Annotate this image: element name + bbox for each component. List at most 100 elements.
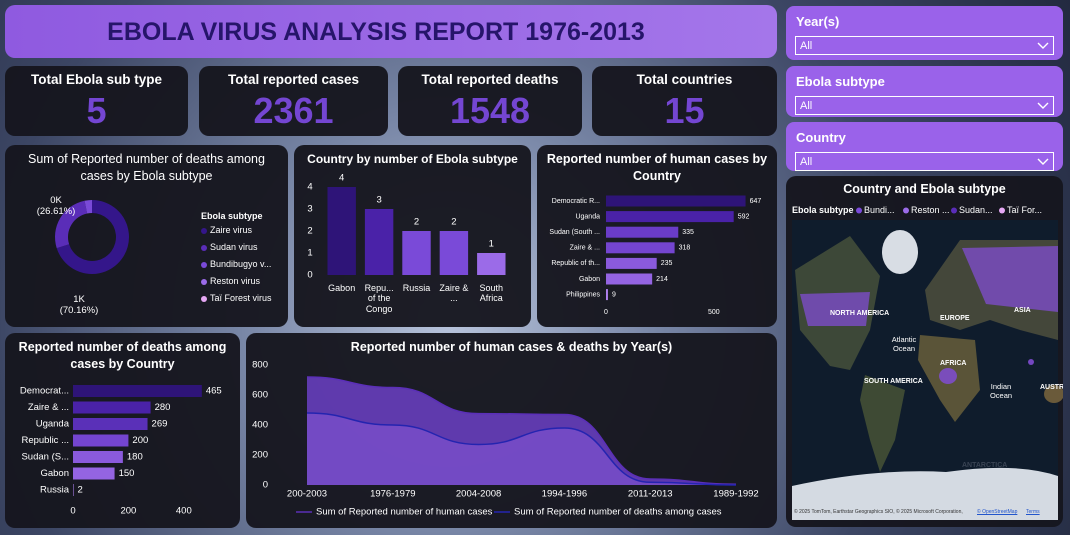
data-label: 465 bbox=[206, 386, 222, 397]
y-tick-label: 2 bbox=[307, 226, 312, 237]
bar bbox=[477, 253, 506, 275]
column-panel: 0 1 2 3 4 4 3 2 2 1 Country by number of Ebola sub… bbox=[294, 145, 531, 327]
chart-title: Country by number of Ebola subtype bbox=[307, 152, 518, 166]
area bbox=[307, 413, 736, 485]
report-title: EBOLA VIRUS ANALYSIS REPORT 1976-2013 bbox=[107, 18, 645, 46]
donut-slice bbox=[84, 200, 92, 214]
legend-label: Zaire virus bbox=[210, 225, 253, 235]
data-label: 2 bbox=[451, 217, 456, 228]
x-tick-label: 200 bbox=[120, 506, 136, 517]
dropdown[interactable]: All bbox=[795, 96, 1054, 115]
y-tick-label: Philippines bbox=[566, 291, 600, 298]
y-tick-label: Uganda bbox=[575, 213, 600, 220]
legend-title: Ebola subtype bbox=[792, 205, 854, 215]
data-label: 2 bbox=[78, 485, 83, 496]
chart-title: Reported number of deaths among cases by… bbox=[18, 340, 227, 371]
chart: 647 Democratic R... 592 Uganda 335 Sudan (Sou… bbox=[549, 195, 761, 316]
legend-label: Bundibugyo v... bbox=[210, 259, 272, 269]
y-tick-label: 1 bbox=[307, 248, 312, 259]
data-label: 214 bbox=[656, 276, 668, 283]
kpi-label: Total reported cases bbox=[227, 72, 360, 87]
legend-label: Sudan virus bbox=[210, 242, 258, 252]
data-label: 0K (26.61%) bbox=[36, 195, 76, 217]
kpi-value: 5 bbox=[86, 90, 107, 131]
map-label: AFRICA bbox=[940, 360, 967, 367]
data-label: 280 bbox=[155, 402, 171, 413]
map-panel: Country and Ebola subtype Ebola subtype Bu… bbox=[786, 176, 1063, 527]
bar bbox=[606, 195, 746, 207]
bar bbox=[606, 257, 657, 269]
map bbox=[792, 207, 1063, 520]
map-title: Country and Ebola subtype bbox=[843, 182, 1006, 196]
y-tick-label: Republic ... bbox=[21, 435, 69, 446]
y-tick-label: Gabon bbox=[40, 468, 69, 479]
x-tick-label: 200-2003 bbox=[287, 489, 327, 500]
y-tick-label: 0 bbox=[263, 480, 268, 491]
dropdown-value: All bbox=[800, 156, 813, 168]
y-tick-label: 200 bbox=[252, 450, 268, 461]
donut-slice bbox=[56, 200, 130, 274]
x-tick-label: 1989-1992 bbox=[713, 489, 758, 500]
bar bbox=[606, 273, 653, 285]
dropdown[interactable]: All bbox=[795, 152, 1054, 171]
land bbox=[882, 230, 918, 274]
bar bbox=[606, 289, 608, 301]
kpi-value: 1548 bbox=[449, 90, 531, 131]
donut-panel: Sum of Reported number of deaths among c… bbox=[5, 145, 288, 327]
map-label: ASIA bbox=[1014, 307, 1031, 314]
data-label: 3 bbox=[376, 195, 381, 206]
legend-label: Taï Forest virus bbox=[210, 293, 272, 303]
line bbox=[306, 412, 737, 486]
kpi-label: Total countries bbox=[636, 72, 733, 87]
bar bbox=[402, 231, 431, 275]
x-tick-label: 0 bbox=[70, 506, 75, 517]
legend-marker bbox=[903, 207, 909, 214]
x-tick-label: 400 bbox=[176, 506, 192, 517]
map-label: AUSTR bbox=[1040, 384, 1063, 391]
x-tick-label: 2011-2013 bbox=[628, 489, 673, 500]
bar bbox=[73, 401, 151, 414]
chart: 0 1 2 3 4 4 3 2 2 1 bbox=[307, 173, 506, 281]
legend-label: Reston ... bbox=[911, 205, 950, 215]
x-tick-label: 500 bbox=[708, 309, 720, 316]
data-label: 335 bbox=[682, 229, 694, 236]
y-tick-label: 800 bbox=[252, 360, 268, 371]
bar bbox=[73, 467, 115, 480]
chevron bbox=[1037, 42, 1049, 49]
land bbox=[860, 375, 905, 472]
kpi-card: Total reported deaths 1548 bbox=[398, 66, 582, 136]
x-tick-label: Zaire & ... bbox=[439, 283, 469, 304]
legend-label: Sum of Reported number of deaths among c… bbox=[514, 507, 722, 518]
data-label: 592 bbox=[738, 213, 750, 220]
filter-label: Country bbox=[796, 130, 846, 145]
bar bbox=[606, 211, 734, 223]
attribution-link: © OpenStreetMap bbox=[977, 509, 1018, 515]
filter-label: Ebola subtype bbox=[796, 74, 885, 89]
y-tick-label: Zaire & ... bbox=[570, 245, 600, 252]
data-label: 150 bbox=[119, 468, 135, 479]
land bbox=[1044, 385, 1063, 403]
x-tick-label: 1976-1979 bbox=[370, 489, 415, 500]
chart-title: Reported number of human cases & deaths … bbox=[350, 340, 673, 354]
chart-title: Sum of Reported number of deaths among c… bbox=[28, 152, 265, 183]
dropdown[interactable]: All bbox=[795, 36, 1054, 55]
title-banner: EBOLA VIRUS ANALYSIS REPORT 1976-2013 bbox=[5, 5, 777, 58]
chart bbox=[55, 200, 207, 302]
chevron bbox=[1037, 102, 1049, 109]
y-tick-label: Gabon bbox=[579, 276, 600, 283]
region bbox=[800, 292, 870, 326]
terms-link: Terms bbox=[1026, 509, 1040, 515]
data-label: 4 bbox=[339, 173, 344, 184]
chart: 465 Democrat... 280 Zaire & ... 269 Uganda 200… bbox=[20, 385, 222, 517]
bar bbox=[73, 451, 123, 463]
y-tick-label: 4 bbox=[307, 182, 312, 193]
hbar-panel: 465 Democrat... 280 Zaire & ... 269 Uganda 200… bbox=[5, 333, 240, 528]
kpi-card: Total Ebola sub type 5 bbox=[5, 66, 188, 136]
bar bbox=[364, 209, 394, 275]
bar bbox=[606, 242, 675, 254]
data-label: 318 bbox=[679, 245, 691, 252]
y-tick-label: Sudan (S... bbox=[21, 452, 69, 463]
legend-title: Ebola subtype bbox=[201, 211, 263, 221]
x-tick-label: 1994-1996 bbox=[542, 489, 587, 500]
